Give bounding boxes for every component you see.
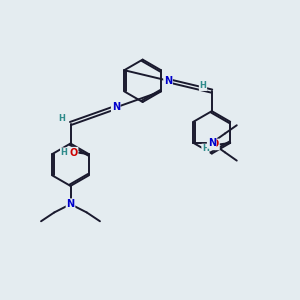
Text: H: H: [202, 144, 209, 153]
Text: H: H: [58, 114, 65, 123]
Text: H: H: [61, 148, 68, 157]
Text: N: N: [66, 199, 75, 209]
Text: N: N: [112, 103, 120, 112]
Text: H: H: [200, 81, 206, 90]
Text: O: O: [211, 140, 219, 149]
Text: O: O: [69, 148, 78, 158]
Text: N: N: [164, 76, 172, 86]
Text: N: N: [208, 138, 216, 148]
